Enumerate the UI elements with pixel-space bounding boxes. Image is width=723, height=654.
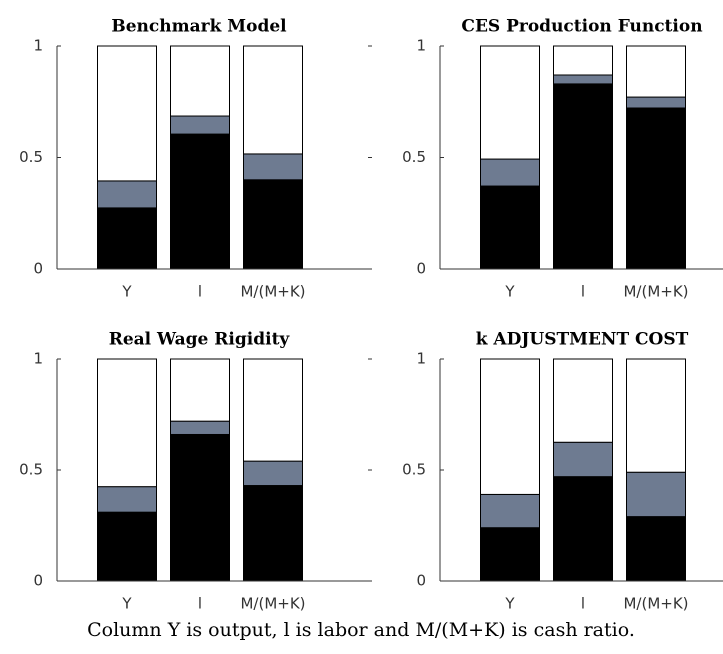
bar-segment [170,45,230,117]
bar-segment [480,158,540,187]
panel: k ADJUSTMENT COST Y l M/(M+K) 0 0.5 1 [402,330,723,613]
bar-segment [97,207,157,270]
panel-title: Real Wage Rigidity [109,330,291,350]
bar-segment [97,486,157,513]
bar-segment [170,433,230,582]
bar-segment [243,358,303,462]
caption: Column Y is output, l is labor and M/(M+… [87,619,635,641]
bar-segment [480,527,540,582]
bar-segment [553,45,613,76]
y-tick-label: 0 [33,572,43,590]
x-tick-label: Y [121,283,132,301]
x-tick-label: l [198,595,202,613]
y-tick-label: 0 [416,572,426,590]
y-tick-label: 1 [33,350,43,368]
bar-segment [170,133,230,270]
x-tick-label: l [581,283,585,301]
x-tick-label: l [581,595,585,613]
panel-title: Benchmark Model [111,17,287,37]
x-tick-label: l [198,283,202,301]
x-tick-label: M/(M+K) [623,595,688,613]
panel: Benchmark Model Y l M/(M+K) 0 0.5 1 [19,17,372,301]
bar-segment [243,460,303,487]
y-tick-label: 0.5 [402,461,426,479]
x-tick-label: M/(M+K) [623,283,688,301]
panel-title: CES Production Function [461,17,702,37]
x-tick-label: Y [504,595,515,613]
y-tick-label: 0.5 [19,461,43,479]
bar-segment [170,420,230,435]
bar-segment [480,493,540,529]
bar-segment [243,485,303,582]
bar-segment [626,358,686,473]
x-tick-label: Y [121,595,132,613]
bar-segment [553,441,613,478]
bar-segment [480,185,540,270]
y-tick-label: 0.5 [402,148,426,166]
bar-segment [553,83,613,270]
y-tick-label: 1 [33,37,43,55]
bar-segment [480,358,540,495]
bar-segment [243,45,303,155]
bar-segment [243,179,303,270]
y-tick-label: 0 [33,260,43,278]
bar-segment [170,115,230,135]
bar-segment [626,471,686,518]
y-tick-label: 1 [416,350,426,368]
bar-segment [97,180,157,209]
bar-segment [97,45,157,182]
bar-segment [170,358,230,422]
y-tick-label: 1 [416,37,426,55]
bar-segment [97,511,157,582]
x-tick-label: Y [504,283,515,301]
y-tick-label: 0.5 [19,148,43,166]
bar-segment [553,74,613,85]
x-tick-label: M/(M+K) [240,595,305,613]
bar-segment [626,45,686,98]
panel: CES Production Function Y l M/(M+K) 0 0.5 1 [402,17,723,301]
bar-segment [97,358,157,488]
panel-title: k ADJUSTMENT COST [476,330,689,350]
bar-segment [243,153,303,181]
bar-segment [553,476,613,582]
bar-segment [626,107,686,270]
bar-segment [480,45,540,160]
bar-segment [553,358,613,443]
bar-segment [626,96,686,109]
x-tick-label: M/(M+K) [240,283,305,301]
panel: Real Wage Rigidity Y l M/(M+K) 0 0.5 1 [19,330,372,613]
y-tick-label: 0 [416,260,426,278]
bar-segment [626,516,686,582]
